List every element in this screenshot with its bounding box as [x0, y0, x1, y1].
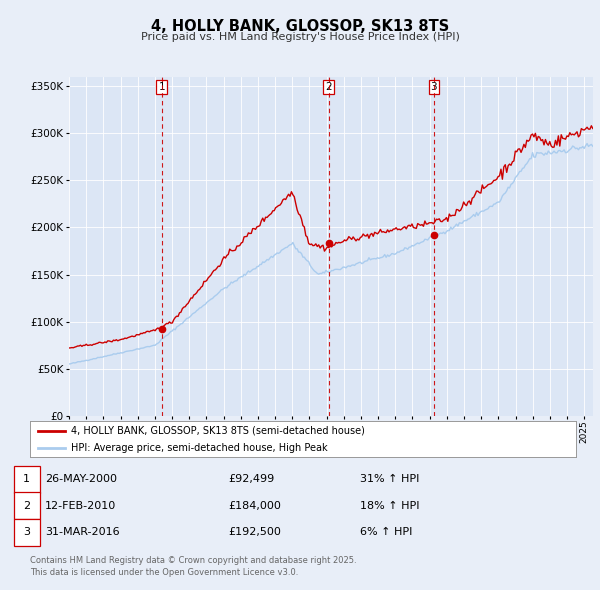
Text: Contains HM Land Registry data © Crown copyright and database right 2025.
This d: Contains HM Land Registry data © Crown c…: [30, 556, 356, 577]
Text: 4, HOLLY BANK, GLOSSOP, SK13 8TS (semi-detached house): 4, HOLLY BANK, GLOSSOP, SK13 8TS (semi-d…: [71, 425, 365, 435]
Text: 3: 3: [23, 527, 30, 537]
Text: 3: 3: [431, 82, 437, 92]
Text: 4, HOLLY BANK, GLOSSOP, SK13 8TS: 4, HOLLY BANK, GLOSSOP, SK13 8TS: [151, 19, 449, 34]
Text: £192,500: £192,500: [228, 527, 281, 537]
Text: 2: 2: [23, 501, 30, 510]
Text: 12-FEB-2010: 12-FEB-2010: [45, 501, 116, 510]
Text: 2: 2: [325, 82, 332, 92]
Text: 1: 1: [158, 82, 165, 92]
Text: 31-MAR-2016: 31-MAR-2016: [45, 527, 119, 537]
Text: 26-MAY-2000: 26-MAY-2000: [45, 474, 117, 484]
Text: HPI: Average price, semi-detached house, High Peak: HPI: Average price, semi-detached house,…: [71, 443, 328, 453]
Text: £92,499: £92,499: [228, 474, 274, 484]
Text: 1: 1: [23, 474, 30, 484]
Text: £184,000: £184,000: [228, 501, 281, 510]
Text: 6% ↑ HPI: 6% ↑ HPI: [360, 527, 412, 537]
Text: 18% ↑ HPI: 18% ↑ HPI: [360, 501, 419, 510]
Text: 31% ↑ HPI: 31% ↑ HPI: [360, 474, 419, 484]
Text: Price paid vs. HM Land Registry's House Price Index (HPI): Price paid vs. HM Land Registry's House …: [140, 32, 460, 41]
